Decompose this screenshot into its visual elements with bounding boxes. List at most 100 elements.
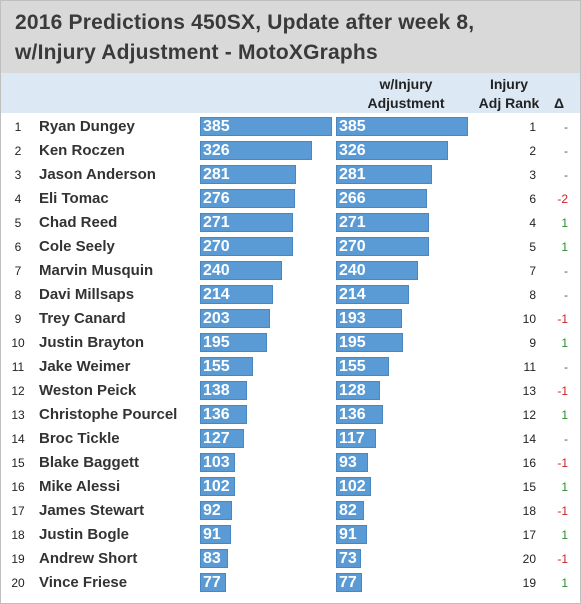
- rider-name: Trey Canard: [39, 310, 126, 327]
- table-row: 16 Mike Alessi 102 102 15 1: [1, 475, 580, 499]
- prediction-bar: [200, 237, 293, 256]
- rider-name: Blake Baggett: [39, 454, 140, 471]
- prediction-bar: [200, 117, 332, 136]
- position-number: 19: [11, 552, 25, 566]
- rank-delta: -: [564, 120, 568, 134]
- rider-name: Justin Bogle: [39, 526, 130, 543]
- table-row: 4 Eli Tomac 276 266 6 -2: [1, 187, 580, 211]
- rank-delta: -: [564, 360, 568, 374]
- rank-delta: -: [564, 168, 568, 182]
- injury-adj-rank: 4: [529, 216, 536, 230]
- position-number: 20: [11, 576, 25, 590]
- injury-adj-rank: 11: [523, 360, 536, 374]
- prediction-bar: [200, 309, 270, 328]
- injury-adj-rank: 20: [522, 552, 536, 566]
- injury-adj-value-label: 91: [339, 526, 357, 543]
- prediction-bar: [200, 165, 297, 184]
- prediction-value-label: 203: [203, 310, 230, 327]
- injury-adj-bar: [336, 573, 363, 592]
- injury-adj-bar: [336, 477, 371, 496]
- prediction-bar: [200, 549, 229, 568]
- position-number: 8: [14, 288, 22, 302]
- table-row: 6 Cole Seely 270 270 5 1: [1, 235, 580, 259]
- position-number: 6: [14, 240, 22, 254]
- injury-adj-value-label: 128: [339, 382, 366, 399]
- injury-adj-value-label: 195: [339, 334, 366, 351]
- position-number: 11: [11, 360, 25, 374]
- header-rank-line1: Injury: [489, 76, 529, 92]
- rank-delta: -1: [557, 456, 568, 470]
- rank-delta: -2: [557, 192, 568, 206]
- prediction-value-label: 155: [203, 358, 230, 375]
- prediction-value-label: 385: [203, 118, 230, 135]
- injury-adj-bar: [336, 141, 448, 160]
- position-number: 5: [14, 216, 22, 230]
- rank-delta: -: [564, 264, 568, 278]
- prediction-value-label: 83: [203, 550, 221, 567]
- injury-adj-bar: [336, 453, 368, 472]
- prediction-value-label: 138: [203, 382, 230, 399]
- rider-name: James Stewart: [39, 502, 145, 519]
- rider-name: Eli Tomac: [39, 190, 109, 207]
- injury-adj-bar: [336, 213, 429, 232]
- position-number: 17: [11, 504, 25, 518]
- prediction-bar: [200, 477, 235, 496]
- injury-adj-rank: 15: [522, 480, 536, 494]
- prediction-value-label: 91: [203, 526, 221, 543]
- position-number: 15: [11, 456, 25, 470]
- table-row: 11 Jake Weimer 155 155 11 -: [1, 355, 580, 379]
- rank-delta: 1: [561, 408, 568, 422]
- injury-adj-value-label: 281: [339, 166, 366, 183]
- prediction-value-label: 127: [203, 430, 230, 447]
- rank-delta: 1: [561, 528, 568, 542]
- prediction-bar: [200, 525, 232, 544]
- rider-name: Davi Millsaps: [39, 286, 135, 303]
- position-number: 14: [11, 432, 25, 446]
- injury-adj-value-label: 271: [339, 214, 366, 231]
- prediction-value-label: 77: [203, 574, 221, 591]
- prediction-bar: [200, 405, 247, 424]
- injury-adj-rank: 5: [529, 240, 536, 254]
- rank-delta: -1: [557, 504, 568, 518]
- injury-adj-value-label: 214: [339, 286, 366, 303]
- injury-adj-bar: [336, 381, 380, 400]
- injury-adj-value-label: 77: [339, 574, 357, 591]
- rank-delta: -1: [557, 384, 568, 398]
- injury-adj-bar: [336, 237, 429, 256]
- injury-adj-rank: 7: [529, 264, 536, 278]
- injury-adj-rank: 16: [522, 456, 536, 470]
- rider-name: Chad Reed: [39, 214, 118, 231]
- injury-adj-rank: 2: [529, 144, 536, 158]
- rider-name: Jason Anderson: [39, 166, 156, 183]
- rank-delta: -: [564, 144, 568, 158]
- injury-adj-bar: [336, 525, 368, 544]
- chart-title-line-1: 2016 Predictions 450SX, Update after wee…: [15, 11, 475, 34]
- prediction-bar: [200, 453, 236, 472]
- rider-name: Ken Roczen: [39, 142, 125, 159]
- table-row: 12 Weston Peick 138 128 13 -1: [1, 379, 580, 403]
- header-rank-line2: Adj Rank: [478, 95, 540, 111]
- prediction-value-label: 103: [203, 454, 230, 471]
- injury-adj-value-label: 326: [339, 142, 366, 159]
- column-header-row: w/Injury Adjustment Injury Adj Rank Δ: [1, 73, 580, 113]
- injury-adj-rank: 9: [529, 336, 536, 350]
- table-row: 15 Blake Baggett 103 93 16 -1: [1, 451, 580, 475]
- position-number: 2: [14, 144, 22, 158]
- rank-delta: 1: [561, 336, 568, 350]
- prediction-bar: [200, 261, 283, 280]
- rider-name: Ryan Dungey: [39, 118, 135, 135]
- injury-adj-bar: [336, 501, 365, 520]
- table-row: 3 Jason Anderson 281 281 3 -: [1, 163, 580, 187]
- prediction-value-label: 270: [203, 238, 230, 255]
- injury-adj-value-label: 270: [339, 238, 366, 255]
- injury-adj-bar: [336, 309, 403, 328]
- injury-adj-value-label: 93: [339, 454, 357, 471]
- rider-name: Mike Alessi: [39, 478, 121, 495]
- injury-adj-bar: [336, 165, 433, 184]
- prediction-value-label: 276: [203, 190, 230, 207]
- injury-adj-value-label: 82: [339, 502, 357, 519]
- prediction-bar: [200, 381, 248, 400]
- table-row: 2 Ken Roczen 326 326 2 -: [1, 139, 580, 163]
- rank-delta: -: [564, 432, 568, 446]
